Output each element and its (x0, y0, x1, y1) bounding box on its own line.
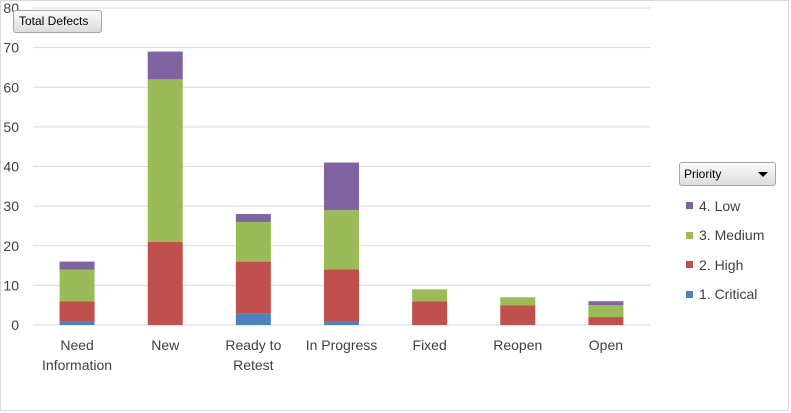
bar-segment (500, 305, 536, 325)
legend-label: 4. Low (699, 197, 741, 214)
bar-segment (588, 317, 624, 325)
y-tick-label: 70 (3, 40, 19, 56)
bar-segment (235, 214, 271, 222)
bar-segment (59, 321, 95, 325)
x-category-label: In Progress (306, 337, 378, 353)
y-tick-label: 0 (11, 317, 19, 333)
total-defects-field-label: Total Defects (19, 14, 89, 28)
y-tick-label: 20 (3, 238, 19, 254)
bars (59, 51, 624, 325)
y-tick-label: 50 (3, 119, 19, 135)
x-category-label: Ready to Retest (225, 337, 281, 373)
bar-segment (588, 305, 624, 318)
bar-segment (235, 221, 271, 262)
x-category-label: New (151, 337, 180, 353)
legend-label: 2. High (699, 256, 744, 273)
total-defects-field-button[interactable]: Total Defects (13, 10, 102, 33)
bar-segment (324, 162, 359, 211)
dropdown-arrow-icon (758, 172, 768, 177)
bar-segment (588, 301, 624, 306)
x-category-label: Fixed (413, 337, 447, 353)
bar-segment (147, 241, 183, 325)
legend-swatch (686, 290, 693, 298)
legend-swatch (686, 261, 693, 269)
legend-item: 4. Low (686, 191, 786, 221)
bar-segment (147, 79, 183, 242)
priority-filter-label: Priority (684, 167, 722, 181)
bar-segment (324, 321, 359, 325)
bar-segment (147, 51, 183, 80)
bar-segment (59, 261, 95, 270)
legend-item: 3. Medium (686, 221, 786, 251)
bar-segment (324, 210, 359, 270)
bar-segment (324, 269, 359, 322)
bar-segment (500, 297, 536, 306)
legend-item: 1. Critical (686, 280, 786, 310)
x-category-label: Need Information (42, 337, 112, 373)
y-tick-label: 40 (3, 159, 19, 175)
x-axis-labels: Need Information New Ready to Retest In Progr… (42, 337, 623, 373)
bar-segment (412, 301, 448, 325)
legend-swatch (686, 231, 693, 239)
priority-filter-dropdown[interactable]: Priority (679, 162, 776, 186)
gridlines (33, 7, 650, 326)
legend-swatch (686, 202, 693, 210)
legend: 4. Low 3. Medium 2. High 1. Critical (686, 191, 786, 309)
legend-item: 2. High (686, 250, 786, 280)
bar-segment (235, 313, 271, 325)
bar-segment (235, 261, 271, 314)
bar-segment (59, 269, 95, 302)
x-category-label: Reopen (493, 337, 542, 353)
bar-segment (59, 301, 95, 322)
x-category-label: Open (589, 337, 623, 353)
y-tick-label: 30 (3, 198, 19, 214)
legend-label: 1. Critical (699, 286, 758, 303)
y-tick-label: 60 (3, 79, 19, 95)
bar-segment (412, 289, 448, 302)
y-tick-label: 10 (3, 277, 19, 293)
legend-label: 3. Medium (699, 227, 765, 244)
